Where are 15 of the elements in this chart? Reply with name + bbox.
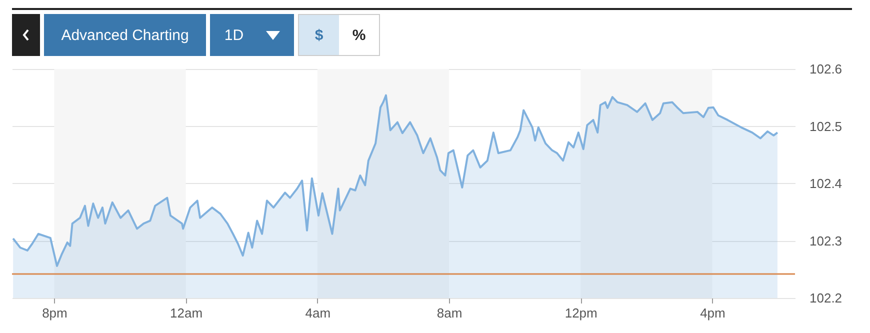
text: Advanced Charting <box>44 14 206 56</box>
y-tick-label: 102.5 <box>810 118 842 134</box>
y-tick-label: 102.4 <box>810 176 842 191</box>
x-tick-label: 4am <box>305 306 331 320</box>
y-tick-label: 102.2 <box>810 290 842 306</box>
text: 1D <box>224 26 244 44</box>
x-tick-label: 12pm <box>564 306 598 320</box>
text: $ <box>299 15 339 55</box>
text: % <box>351 26 367 46</box>
x-tick-label: 8pm <box>42 306 68 320</box>
x-tick-label: 8am <box>436 306 462 320</box>
y-tick-label: 102.3 <box>810 233 842 248</box>
x-tick-label: 12am <box>170 306 203 320</box>
y-tick-label: 102.6 <box>810 62 842 76</box>
x-tick-label: 4pm <box>700 306 726 320</box>
